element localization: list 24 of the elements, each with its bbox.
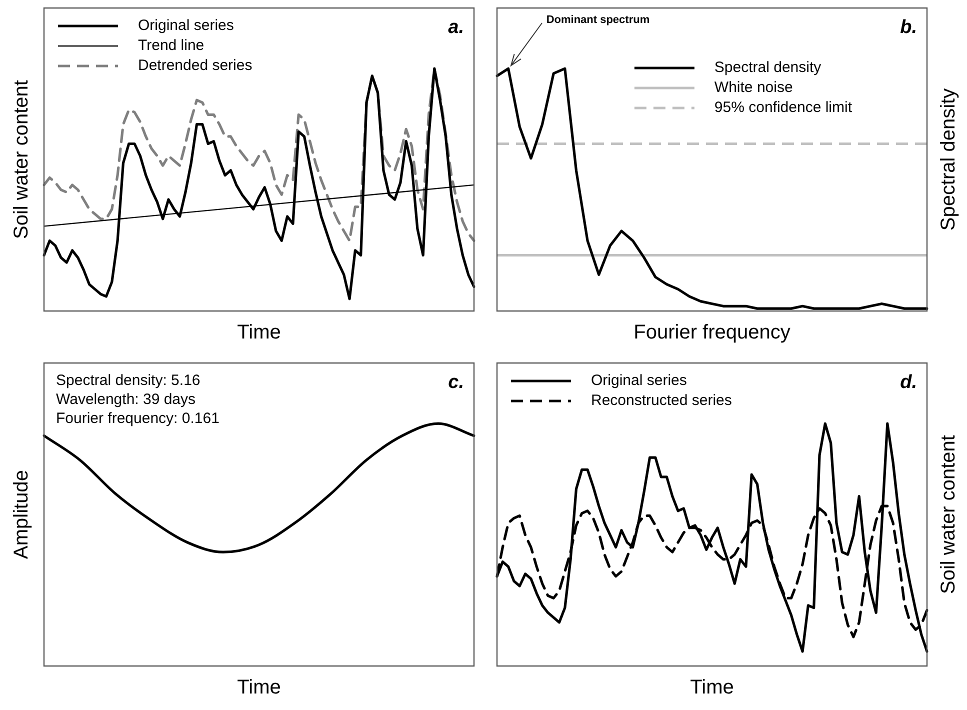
y-axis-title: Spectral density <box>938 88 960 231</box>
y-axis-title: Soil water content <box>938 434 960 594</box>
legend-label: Trend line <box>138 37 204 54</box>
text: a. <box>448 17 464 38</box>
legend-label: Detrended series <box>138 57 252 74</box>
text: b. <box>900 17 917 38</box>
text: Wavelength: 39 days <box>56 391 196 408</box>
x-axis-title: Time <box>690 676 734 699</box>
x-axis-title: Time <box>237 322 281 344</box>
text: Dominant spectrum <box>546 14 650 26</box>
legend-label: Spectral density <box>714 59 822 76</box>
legend-label: White noise <box>714 79 793 96</box>
y-axis-title: Soil water content <box>10 80 33 239</box>
annotation: Fourier frequency: 0.161 <box>56 410 220 428</box>
legend-label: 95% confidence limit <box>714 99 853 116</box>
text: d. <box>900 372 917 394</box>
legend-label: Original series <box>138 17 234 34</box>
legend-label: Reconstructed series <box>591 392 732 410</box>
text: Spectral density: 5.16 <box>56 372 200 390</box>
legend-label: Original series <box>591 372 687 390</box>
x-axis-title: Time <box>237 676 281 699</box>
x-axis-title: Fourier frequency <box>634 322 790 344</box>
text: c. <box>448 372 464 394</box>
y-axis-title: Amplitude <box>10 470 33 559</box>
